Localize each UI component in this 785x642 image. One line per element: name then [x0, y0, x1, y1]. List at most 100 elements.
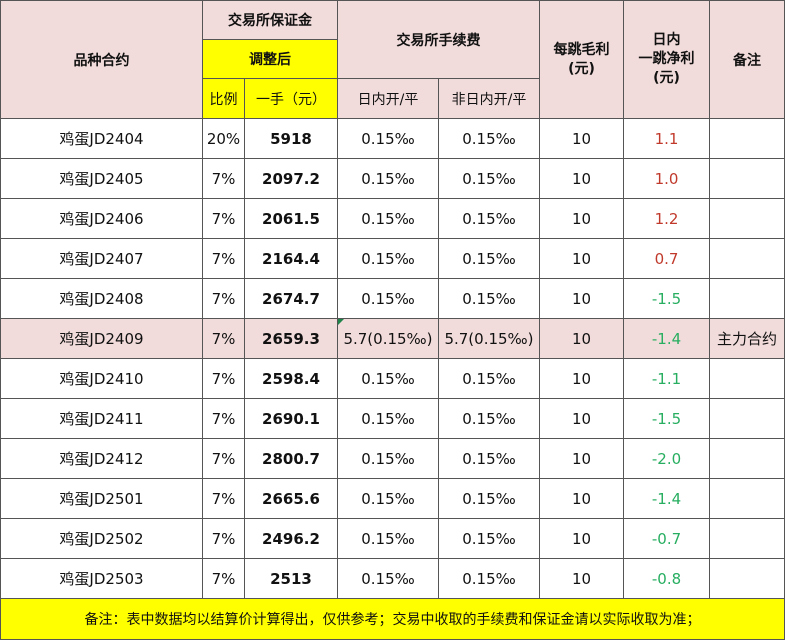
contract-cell: 鸡蛋JD2408	[0, 278, 203, 319]
header-net-line1: 日内	[652, 32, 681, 48]
net-profit-cell: -0.7	[623, 518, 710, 559]
header-intraday-fee: 日内开/平	[337, 78, 439, 119]
contract-cell: 鸡蛋JD2406	[0, 198, 203, 239]
ratio-cell: 7%	[202, 238, 245, 279]
intraday-fee-cell: 0.15‰	[337, 438, 439, 479]
tick-profit-cell: 10	[539, 158, 624, 199]
table-row: 鸡蛋JD2404 20% 5918 0.15‰ 0.15‰ 10 1.1	[0, 118, 785, 159]
table-body: 鸡蛋JD2404 20% 5918 0.15‰ 0.15‰ 10 1.1 鸡蛋JD2405 7%…	[0, 118, 785, 599]
net-profit-cell: 0.7	[623, 238, 710, 279]
remark-cell	[709, 198, 785, 239]
footnote: 备注：表中数据均以结算价计算得出，仅供参考；交易中收取的手续费和保证金请以实际收…	[0, 598, 785, 640]
tick-profit-cell: 10	[539, 478, 624, 519]
non-intraday-fee-cell: 0.15‰	[438, 438, 540, 479]
per-lot-cell: 2659.3	[244, 318, 338, 359]
contract-cell: 鸡蛋JD2503	[0, 558, 203, 599]
remark-cell	[709, 278, 785, 319]
non-intraday-fee-cell: 0.15‰	[438, 518, 540, 559]
contract-cell: 鸡蛋JD2411	[0, 398, 203, 439]
table-row: 鸡蛋JD2502 7% 2496.2 0.15‰ 0.15‰ 10 -0.7	[0, 518, 785, 559]
intraday-fee-cell: 0.15‰	[337, 358, 439, 399]
remark-cell	[709, 398, 785, 439]
ratio-cell: 7%	[202, 558, 245, 599]
remark-cell: 主力合约	[709, 318, 785, 359]
net-profit-cell: -0.8	[623, 558, 710, 599]
net-profit-cell: 1.1	[623, 118, 710, 159]
table-row: 鸡蛋JD2405 7% 2097.2 0.15‰ 0.15‰ 10 1.0	[0, 158, 785, 199]
per-lot-cell: 2665.6	[244, 478, 338, 519]
tick-profit-cell: 10	[539, 558, 624, 599]
contract-cell: 鸡蛋JD2409	[0, 318, 203, 359]
contract-cell: 鸡蛋JD2404	[0, 118, 203, 159]
per-lot-cell: 5918	[244, 118, 338, 159]
intraday-fee-cell: 0.15‰	[337, 278, 439, 319]
header-margin-group: 交易所保证金	[202, 0, 338, 40]
table-row: 鸡蛋JD2408 7% 2674.7 0.15‰ 0.15‰ 10 -1.5	[0, 278, 785, 319]
ratio-cell: 7%	[202, 478, 245, 519]
per-lot-cell: 2674.7	[244, 278, 338, 319]
tick-profit-cell: 10	[539, 518, 624, 559]
remark-cell	[709, 438, 785, 479]
ratio-cell: 7%	[202, 398, 245, 439]
non-intraday-fee-cell: 0.15‰	[438, 478, 540, 519]
ratio-cell: 20%	[202, 118, 245, 159]
non-intraday-fee-cell: 0.15‰	[438, 118, 540, 159]
tick-profit-cell: 10	[539, 318, 624, 359]
table-row: 鸡蛋JD2406 7% 2061.5 0.15‰ 0.15‰ 10 1.2	[0, 198, 785, 239]
remark-cell	[709, 118, 785, 159]
remark-cell	[709, 478, 785, 519]
remark-cell	[709, 358, 785, 399]
tick-profit-cell: 10	[539, 398, 624, 439]
contract-cell: 鸡蛋JD2502	[0, 518, 203, 559]
non-intraday-fee-cell: 5.7(0.15‰)	[438, 318, 540, 359]
net-profit-cell: -1.4	[623, 478, 710, 519]
table-row: 鸡蛋JD2412 7% 2800.7 0.15‰ 0.15‰ 10 -2.0	[0, 438, 785, 479]
remark-cell	[709, 238, 785, 279]
net-profit-cell: -1.4	[623, 318, 710, 359]
header-tick-profit-line1: 每跳毛利	[553, 41, 610, 58]
tick-profit-cell: 10	[539, 118, 624, 159]
tick-profit-cell: 10	[539, 238, 624, 279]
intraday-fee-cell: 0.15‰	[337, 158, 439, 199]
header-net-line2: 一跳净利	[638, 51, 695, 67]
table-row: 鸡蛋JD2411 7% 2690.1 0.15‰ 0.15‰ 10 -1.5	[0, 398, 785, 439]
non-intraday-fee-cell: 0.15‰	[438, 278, 540, 319]
net-profit-cell: 1.0	[623, 158, 710, 199]
table-row: 鸡蛋JD2407 7% 2164.4 0.15‰ 0.15‰ 10 0.7	[0, 238, 785, 279]
header-variety: 品种合约	[0, 0, 203, 119]
per-lot-cell: 2097.2	[244, 158, 338, 199]
intraday-fee-cell: 0.15‰	[337, 118, 439, 159]
non-intraday-fee-cell: 0.15‰	[438, 238, 540, 279]
ratio-cell: 7%	[202, 358, 245, 399]
ratio-cell: 7%	[202, 518, 245, 559]
header-ratio: 比例	[202, 78, 245, 119]
table-row: 鸡蛋JD2409 7% 2659.3 5.7(0.15‰) 5.7(0.15‰) 10 -1…	[0, 318, 785, 359]
per-lot-cell: 2061.5	[244, 198, 338, 239]
header-net-line3: (元)	[653, 70, 680, 86]
header-non-intraday-fee: 非日内开/平	[438, 78, 540, 119]
contract-cell: 鸡蛋JD2501	[0, 478, 203, 519]
remark-cell	[709, 518, 785, 559]
contract-cell: 鸡蛋JD2407	[0, 238, 203, 279]
contract-cell: 鸡蛋JD2410	[0, 358, 203, 399]
contract-cell: 鸡蛋JD2412	[0, 438, 203, 479]
tick-profit-cell: 10	[539, 198, 624, 239]
header-intraday-net: 日内 一跳净利 (元)	[623, 0, 710, 119]
net-profit-cell: -1.5	[623, 398, 710, 439]
table-row: 鸡蛋JD2503 7% 2513 0.15‰ 0.15‰ 10 -0.8	[0, 558, 785, 599]
header-tick-profit-line2: (元)	[568, 60, 595, 77]
header-remark: 备注	[709, 0, 785, 119]
ratio-cell: 7%	[202, 158, 245, 199]
ratio-cell: 7%	[202, 198, 245, 239]
tick-profit-cell: 10	[539, 278, 624, 319]
remark-cell	[709, 558, 785, 599]
per-lot-cell: 2598.4	[244, 358, 338, 399]
header-tick-profit: 每跳毛利 (元)	[539, 0, 624, 119]
non-intraday-fee-cell: 0.15‰	[438, 158, 540, 199]
per-lot-cell: 2496.2	[244, 518, 338, 559]
per-lot-cell: 2690.1	[244, 398, 338, 439]
non-intraday-fee-cell: 0.15‰	[438, 398, 540, 439]
table-row: 鸡蛋JD2501 7% 2665.6 0.15‰ 0.15‰ 10 -1.4	[0, 478, 785, 519]
non-intraday-fee-cell: 0.15‰	[438, 558, 540, 599]
